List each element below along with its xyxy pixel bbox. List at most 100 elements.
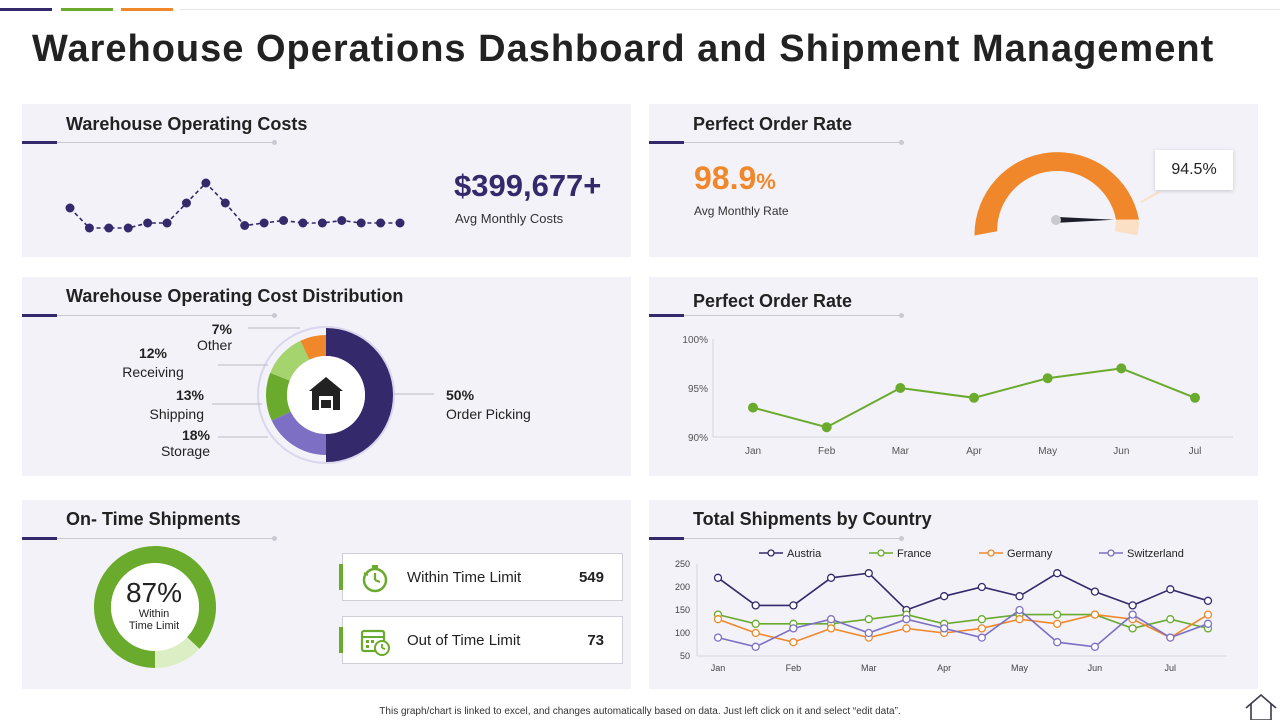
series-point-switzerland-13: [1203, 619, 1213, 628]
x-tick-label: Feb: [818, 446, 836, 457]
series-point-switzerland-10: [1090, 642, 1100, 651]
operating-costs-card[interactable]: Warehouse Operating Costs $399,677+ Avg …: [22, 104, 631, 257]
warehouse-icon: [309, 377, 343, 410]
sparkline-point-1: [84, 223, 94, 233]
series-line-switzerland: [717, 608, 1209, 648]
series-point-switzerland-8: [1015, 605, 1024, 615]
series-point-germany-8: [1015, 615, 1024, 624]
slice-name-storage: Storage: [160, 443, 210, 459]
x-tick-label: Jun: [1113, 446, 1129, 457]
series-point-germany-5: [902, 624, 911, 633]
card-rule-dot: [899, 536, 904, 541]
x-tick-label: Mar: [861, 663, 877, 673]
series-point-germany-10: [1090, 610, 1100, 619]
legend-marker-germany: [987, 549, 995, 557]
series-point-germany-1: [751, 628, 760, 638]
series-point-austria-13: [1203, 596, 1213, 605]
within-limit-box[interactable]: Within Time Limit 549: [339, 553, 623, 601]
series-point-switzerland-9: [1053, 638, 1062, 647]
sparkline-line: [69, 181, 400, 229]
series-point-germany-9: [1053, 619, 1062, 628]
x-tick-label: Jul: [1189, 446, 1202, 457]
series-point-austria-2: [789, 601, 798, 610]
card-accent: [649, 314, 684, 317]
slice-label-other: 7% Other: [172, 321, 232, 353]
series-point-austria-12: [1166, 585, 1175, 594]
footer-note: This graph/chart is linked to excel, and…: [379, 706, 901, 717]
gauge-callout-leader: [1140, 191, 1160, 203]
sparkline-point-17: [395, 218, 405, 228]
order-rate-point-mar: [895, 383, 906, 393]
series-point-austria-3: [826, 573, 836, 582]
stopwatch-icon: [362, 565, 388, 593]
series-point-france-11: [1128, 624, 1137, 633]
calendar-clock-icon: [360, 629, 390, 656]
series-point-germany-2: [789, 638, 798, 647]
sparkline-point-6: [181, 198, 191, 208]
order-rate-point-jun: [1116, 363, 1127, 374]
legend-label-germany: Germany: [1007, 548, 1053, 560]
order-rate-point-apr: [969, 392, 979, 403]
x-tick-label: Apr: [966, 446, 982, 457]
donut-slice-shipping: [266, 372, 291, 421]
shipments-by-country-card[interactable]: Total Shipments by Country 250 200 150 100 5…: [649, 500, 1258, 689]
accent-bar-green: [61, 8, 113, 11]
warehouse-icon-body: [309, 377, 343, 410]
series-point-switzerland-1: [751, 642, 760, 651]
sparkline-point-11: [279, 216, 289, 225]
series-point-austria-11: [1128, 601, 1137, 610]
card-title: Total Shipments by Country: [693, 509, 932, 529]
series-point-switzerland-0: [713, 633, 723, 642]
x-tick-label: Apr: [937, 663, 951, 673]
card-accent: [22, 537, 57, 540]
within-limit-label: Within Time Limit: [407, 569, 522, 586]
series-point-switzerland-3: [826, 615, 836, 624]
gauge-remaining-arc: [1114, 219, 1139, 236]
cost-distribution-card[interactable]: Warehouse Operating Cost Distribution 7%…: [22, 277, 631, 476]
avg-rate-number: 98.9: [694, 160, 757, 196]
gauge-value-callout: 94.5%: [1155, 150, 1233, 190]
y-tick-label: 150: [675, 605, 690, 615]
sparkline-point-15: [356, 218, 366, 228]
sparkline-point-16: [376, 218, 386, 228]
cost-sparkline: [65, 178, 405, 233]
avg-rate-label: Avg Monthly Rate: [694, 204, 789, 218]
series-point-switzerland-7: [977, 633, 986, 642]
card-rule-dot: [899, 140, 904, 145]
card-title: On- Time Shipments: [66, 509, 241, 529]
sparkline-point-5: [162, 218, 172, 228]
page-title: Warehouse Operations Dashboard and Shipm…: [32, 28, 1215, 70]
sparkline-point-4: [143, 218, 153, 228]
gauge-needle: [1054, 217, 1114, 223]
slice-label-order-picking: 50% Order Picking: [446, 387, 556, 422]
slice-pct-storage: 18%: [181, 427, 210, 443]
avg-rate-value: 98.9%: [694, 160, 776, 197]
ontime-label-2: Time Limit: [128, 620, 180, 632]
avg-rate-unit: %: [756, 169, 776, 194]
order-rate-gauge-card[interactable]: Perfect Order Rate 98.9% Avg Monthly Rat…: [649, 104, 1258, 257]
out-of-limit-value: 73: [587, 632, 604, 649]
slice-label-storage: 18% Storage: [150, 427, 210, 459]
out-of-limit-box[interactable]: Out of Time Limit 73: [339, 616, 623, 664]
card-rule-dot: [272, 536, 277, 541]
legend-label-austria: Austria: [787, 548, 822, 560]
home-icon[interactable]: [1244, 692, 1278, 720]
y-tick-label: 250: [675, 559, 690, 569]
card-rule: [57, 538, 275, 539]
card-rule: [684, 142, 902, 143]
cost-distribution-donut: [212, 326, 434, 464]
legend-marker-switzerland: [1107, 549, 1115, 557]
donut-outer-ring: [257, 326, 395, 464]
x-tick-label: May: [1011, 663, 1029, 673]
ontime-shipments-card[interactable]: On- Time Shipments 87% Within Time Limit…: [22, 500, 631, 689]
card-accent: [22, 314, 57, 317]
card-accent: [649, 141, 684, 144]
sparkline-point-10: [259, 218, 269, 228]
x-tick-label: May: [1038, 446, 1057, 457]
ontime-label-1: Within: [138, 608, 170, 620]
gauge-filled-arc: [974, 152, 1139, 236]
card-rule-dot: [272, 140, 277, 145]
ontime-hole: [111, 563, 199, 651]
order-rate-chart-card[interactable]: Perfect Order Rate 100% 95% 90% Jan Feb Mar Ap…: [649, 277, 1258, 476]
sparkline-point-8: [220, 198, 230, 208]
